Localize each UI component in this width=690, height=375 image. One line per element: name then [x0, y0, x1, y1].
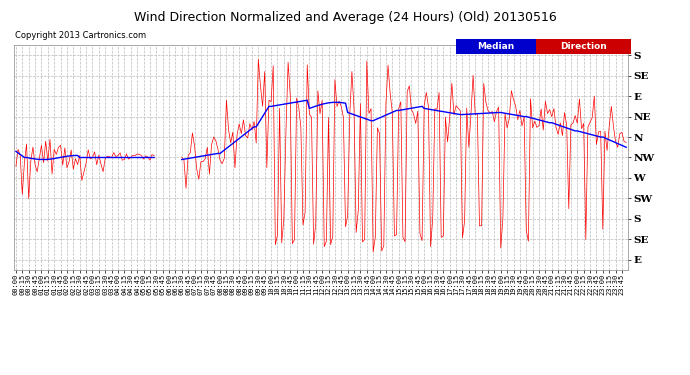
FancyBboxPatch shape: [456, 39, 535, 54]
Text: Wind Direction Normalized and Average (24 Hours) (Old) 20130516: Wind Direction Normalized and Average (2…: [134, 11, 556, 24]
Text: Direction: Direction: [560, 42, 607, 51]
FancyBboxPatch shape: [535, 39, 631, 54]
Text: Median: Median: [477, 42, 515, 51]
Text: Copyright 2013 Cartronics.com: Copyright 2013 Cartronics.com: [15, 32, 146, 40]
